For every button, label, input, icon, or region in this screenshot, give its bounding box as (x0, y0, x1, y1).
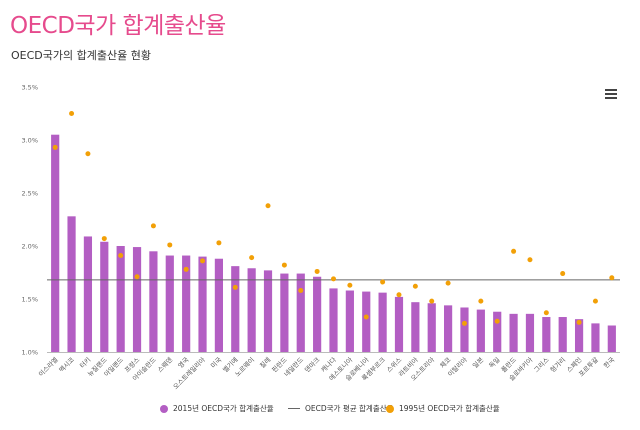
point-1995 (396, 292, 402, 298)
point-1995 (560, 271, 566, 277)
bar-2015 (182, 255, 191, 352)
y-tick-label: 3.0% (21, 137, 38, 145)
point-1995 (576, 319, 582, 325)
point-1995 (527, 257, 533, 263)
x-category-label: 덴마크 (302, 355, 321, 374)
point-1995 (167, 242, 173, 248)
point-1995 (543, 310, 549, 316)
legend-dot-label: 1995년 OECD국가 합계출산율 (399, 404, 500, 413)
point-1995 (265, 203, 271, 209)
point-1995 (249, 255, 255, 261)
bar-2015 (198, 256, 207, 352)
x-category-label: 이스라엘 (36, 355, 59, 378)
chart-legend: 2015년 OECD국가 합계출산율 OECD국가 평균 합계출산율 1995년… (0, 403, 640, 419)
point-1995 (183, 266, 189, 272)
chart-subtitle: OECD국가의 합계출산율 현황 (11, 49, 151, 62)
bar-2015 (362, 291, 371, 352)
point-1995 (592, 298, 598, 304)
bar-2015 (476, 309, 485, 352)
bar-2015 (427, 303, 436, 352)
legend-line-label: OECD국가 평균 합계출산율 (305, 404, 394, 413)
bar-2015 (411, 302, 420, 352)
point-1995 (331, 276, 336, 282)
point-1995 (380, 279, 386, 285)
point-1995 (134, 274, 140, 280)
bar-2015 (591, 323, 600, 352)
point-1995 (85, 151, 91, 157)
point-1995 (478, 298, 484, 304)
bar-2015 (525, 313, 535, 352)
bar-2015 (574, 319, 584, 352)
x-category-label: 헝가리 (548, 355, 567, 374)
bar-2015 (542, 317, 551, 352)
point-1995 (429, 298, 435, 304)
x-category-label: 한국 (602, 356, 616, 370)
bar-2015 (296, 273, 305, 352)
hamburger-menu-icon[interactable] (605, 89, 617, 99)
bar-2015 (394, 296, 404, 352)
bar-2015 (509, 313, 518, 352)
x-category-label: 일본 (470, 355, 485, 370)
point-1995 (445, 280, 451, 286)
point-1995 (298, 288, 304, 294)
point-1995 (216, 240, 222, 246)
y-tick-label: 3.5% (21, 84, 38, 92)
legend-dot-swatch (386, 404, 394, 413)
bar-2015 (51, 134, 60, 352)
point-1995 (511, 248, 517, 254)
point-1995 (314, 268, 320, 274)
point-1995 (69, 111, 75, 116)
bar-2015 (313, 276, 322, 352)
point-1995 (200, 258, 206, 264)
bar-2015 (100, 241, 109, 352)
bar-2015 (607, 325, 616, 352)
bar-2015 (493, 311, 502, 352)
point-1995 (52, 144, 58, 150)
bar-2015 (558, 317, 567, 352)
bar-2015 (247, 268, 256, 352)
point-1995 (494, 318, 500, 324)
point-1995 (101, 236, 107, 242)
y-tick-label: 1.5% (21, 296, 38, 304)
point-1995 (363, 314, 369, 320)
bar-2015 (67, 216, 76, 352)
legend-line-swatch (288, 407, 300, 410)
x-category-label: 그리스 (532, 355, 551, 374)
point-1995 (609, 275, 615, 281)
legend-bar-label: 2015년 OECD국가 합계출산율 (173, 404, 274, 413)
point-1995 (232, 284, 238, 290)
y-tick-label: 2.5% (21, 190, 38, 198)
point-1995 (118, 253, 124, 259)
bar-2015 (329, 288, 338, 352)
bar-2015 (149, 251, 158, 352)
legend-item-average[interactable]: OECD국가 평균 합계출산율 (288, 403, 394, 414)
bar-2015 (132, 247, 142, 352)
point-1995 (281, 262, 287, 268)
legend-item-1995[interactable]: 1995년 OECD국가 합계출산율 (386, 403, 500, 414)
bar-2015 (231, 266, 240, 352)
y-tick-label: 2.0% (21, 243, 38, 251)
page-title: OECD국가 합계출산율 (10, 13, 226, 39)
point-1995 (412, 283, 418, 289)
legend-item-bars[interactable]: 2015년 OECD국가 합계출산율 (160, 403, 274, 414)
bar-2015 (444, 305, 453, 352)
bar-2015 (345, 290, 354, 352)
bar-2015 (378, 292, 387, 352)
point-1995 (347, 282, 353, 288)
bar-2015 (83, 236, 93, 352)
point-1995 (461, 320, 467, 326)
bar-2015 (116, 246, 125, 352)
bar-2015 (214, 258, 223, 352)
bar-2015 (280, 273, 289, 352)
point-1995 (150, 223, 156, 229)
y-tick-label: 1.0% (21, 349, 38, 357)
bar-2015 (165, 255, 174, 352)
x-category-label: 멕시코 (57, 355, 76, 374)
legend-bar-swatch (160, 404, 168, 413)
bar-2015 (263, 270, 273, 352)
bar-2015 (460, 307, 469, 352)
x-category-label: 스웨덴 (155, 355, 174, 374)
